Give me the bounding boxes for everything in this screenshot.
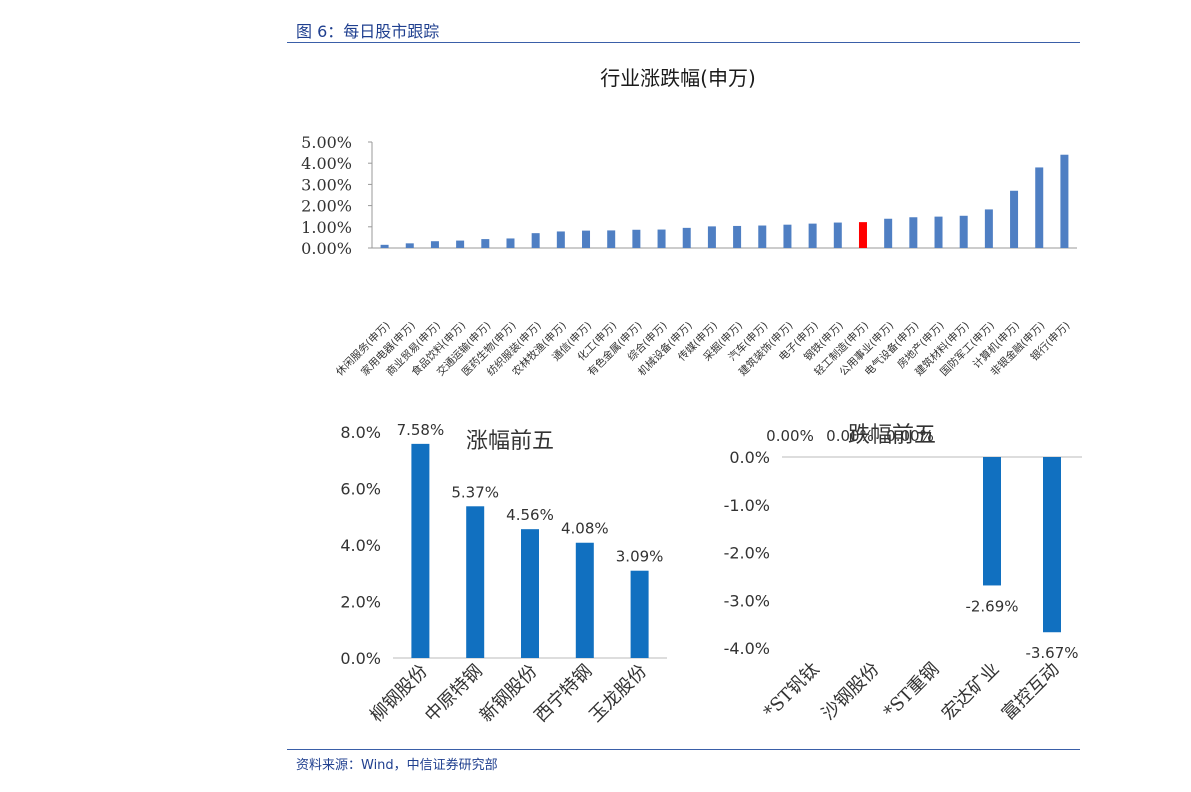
x-tick-label: 宏达矿业 [938, 659, 1004, 725]
y-tick-label: 8.0% [340, 423, 381, 442]
data-label: 4.56% [506, 506, 554, 524]
bar [733, 225, 742, 248]
bar-series [380, 154, 1069, 248]
y-tick-label: 0.0% [340, 649, 381, 668]
bar [575, 542, 594, 658]
y-tick-label: -1.0% [724, 496, 770, 515]
y-axis: 5.00% 4.00% 3.00% 2.00% 1.00% 0.00% [301, 133, 1077, 258]
y-tick-label: 0.0% [729, 448, 770, 467]
bar [531, 233, 540, 248]
bar [380, 244, 389, 248]
bar [430, 241, 439, 248]
data-label: 3.09% [616, 548, 664, 566]
y-tick-label: 2.0% [340, 593, 381, 612]
gainers-y-axis: 8.0% 6.0% 4.0% 2.0% 0.0% [340, 423, 667, 668]
bar [884, 218, 893, 248]
bar [833, 222, 842, 248]
y-tick-label: 1.00% [301, 218, 352, 237]
x-tick-label: 沙钢股份 [818, 659, 884, 725]
bar [984, 209, 993, 248]
y-tick-label: 6.0% [340, 480, 381, 499]
y-tick-label: -2.0% [724, 544, 770, 563]
data-label: -2.69% [965, 597, 1018, 615]
y-tick-label: 3.00% [301, 175, 352, 194]
bar [1035, 167, 1044, 248]
bar [858, 222, 867, 248]
y-tick-label: 4.0% [340, 536, 381, 555]
footer-rule [287, 749, 1080, 750]
data-label: 0.00% [766, 427, 814, 445]
data-label: 0.00% [826, 427, 874, 445]
data-label: 0.00% [886, 427, 934, 445]
source-note: 资料来源：Wind，中信证券研究部 [296, 758, 498, 773]
data-label: 4.08% [561, 520, 609, 538]
bar [959, 215, 968, 248]
data-label: -3.67% [1025, 644, 1078, 662]
y-tick-label: -4.0% [724, 639, 770, 658]
bar [466, 506, 485, 658]
bar [1043, 457, 1061, 633]
bar [758, 225, 767, 248]
x-tick-label: *ST钒钛 [760, 659, 824, 723]
bar [411, 443, 430, 658]
bar [909, 217, 918, 248]
y-tick-label: 5.00% [301, 133, 352, 152]
bar [556, 231, 565, 248]
bar [632, 229, 641, 248]
bar [783, 224, 792, 248]
gainers-bars: 7.58% 5.37% 4.56% 4.08% 3.09% [397, 421, 664, 658]
data-label: 5.37% [451, 483, 499, 501]
figure-header: 图 6：每日股市跟踪 [296, 22, 440, 41]
bar [456, 240, 465, 248]
bar [521, 529, 539, 658]
bar [934, 216, 943, 248]
bar [630, 570, 649, 658]
losers-bars: 0.00% 0.00% 0.00% -2.69% -3.67% [766, 427, 1078, 662]
bar [808, 223, 817, 248]
bar [607, 230, 616, 248]
bar [1010, 190, 1019, 248]
losers-title: 跌幅前五 [848, 423, 936, 448]
data-label: 7.58% [397, 421, 445, 439]
y-tick-label: 0.00% [301, 239, 352, 258]
bar [481, 239, 490, 248]
x-tick-label: 富控互动 [998, 659, 1064, 725]
y-tick-label: 2.00% [301, 197, 352, 216]
header-rule [287, 42, 1080, 43]
bar [405, 243, 414, 248]
y-tick-label: -3.0% [724, 591, 770, 610]
x-tick-label: *ST重钢 [880, 659, 944, 723]
bar [682, 227, 691, 248]
bar [983, 457, 1001, 586]
bar [707, 226, 716, 248]
chart-title: 行业涨跌幅(申万) [600, 66, 756, 90]
bar [506, 238, 515, 248]
y-tick-label: 4.00% [301, 154, 352, 173]
gainers-title: 涨幅前五 [466, 429, 554, 454]
bar [657, 229, 666, 248]
losers-y-axis: 0.0% -1.0% -2.0% -3.0% -4.0% [724, 448, 1082, 658]
bar [1060, 154, 1069, 248]
bar [582, 230, 591, 248]
